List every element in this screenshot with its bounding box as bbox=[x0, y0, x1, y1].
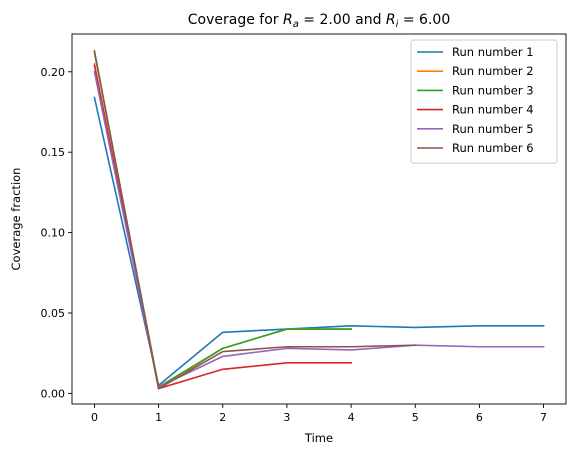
x-tick-label: 4 bbox=[348, 411, 355, 424]
legend-label-3: Run number 3 bbox=[452, 83, 534, 97]
legend-label-4: Run number 4 bbox=[452, 103, 534, 117]
legend-box bbox=[410, 39, 558, 164]
axes-frame bbox=[71, 33, 567, 405]
y-tick-label: 0.10 bbox=[41, 227, 66, 240]
series-line-6 bbox=[93, 49, 417, 390]
y-axis-label: Coverage fraction bbox=[9, 168, 23, 271]
plot-area: 0 1 2 3 4 5 6 7 0.00 0.05 0.10 0.15 0.20 Run number 1… bbox=[41, 33, 567, 424]
x-tick-label: 0 bbox=[91, 411, 98, 424]
y-tick-label: 0.15 bbox=[41, 146, 66, 159]
legend: Run number 1 Run number 2 Run number 3 Run … bbox=[410, 39, 558, 164]
y-tick-label: 0.05 bbox=[41, 307, 66, 320]
legend-label-2: Run number 2 bbox=[452, 64, 534, 78]
chart-title: Coverage for Ra = 2.00 and Ri = 6.00 bbox=[188, 12, 450, 30]
y-tick-label: 0.20 bbox=[41, 66, 66, 79]
legend-label-6: Run number 6 bbox=[452, 141, 534, 155]
x-axis-label: Time bbox=[304, 431, 333, 445]
x-tick-label: 6 bbox=[476, 411, 483, 424]
series-line-1 bbox=[93, 96, 545, 387]
x-tick-label: 5 bbox=[412, 411, 419, 424]
y-tick-label: 0.00 bbox=[41, 387, 66, 400]
legend-label-5: Run number 5 bbox=[452, 122, 534, 136]
x-tick-label: 2 bbox=[219, 411, 226, 424]
legend-label-1: Run number 1 bbox=[452, 45, 534, 59]
x-tick-label: 1 bbox=[155, 411, 162, 424]
x-tick-label: 7 bbox=[540, 411, 547, 424]
x-tick-label: 3 bbox=[283, 411, 290, 424]
